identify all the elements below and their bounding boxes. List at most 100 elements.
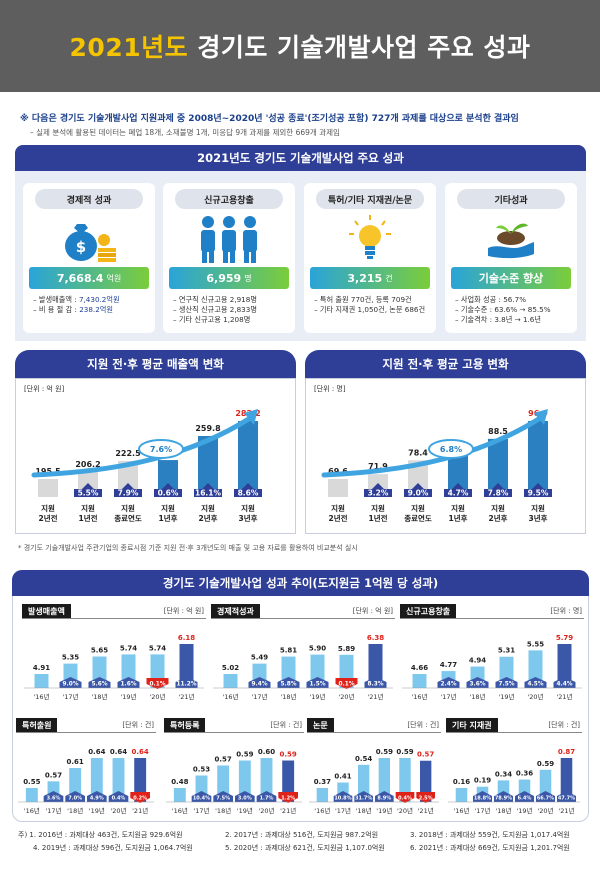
growth-label: 2.5% <box>419 796 433 802</box>
card-ip: 특허/기타 지재권/논문 3,215 건 – 특허 출원 770건, 등록 709… <box>304 183 436 333</box>
patent-reg-chart: 특허등록 [단위 : 건] 0.48 '16년 0.53 '17년 10.4% 0.57 '18… <box>164 718 304 818</box>
title-rule <box>211 618 395 619</box>
category-label: '21년 <box>558 806 574 815</box>
category-label: '20년 <box>110 806 126 815</box>
footer-line-5: 5. 2020년 : 과제대상 621건, 도지원금 1,107.0억원 <box>225 844 385 852</box>
value-number: 3,215 <box>347 271 383 285</box>
value-label: 71.9 <box>368 462 388 471</box>
growth-arrow-up <box>191 791 212 802</box>
growth-arrow-up <box>553 677 576 688</box>
bar <box>539 769 552 802</box>
value-label: 0.87 <box>558 748 575 756</box>
value-label: 0.59 <box>537 760 554 768</box>
bar <box>69 768 82 802</box>
bar <box>25 788 38 802</box>
growth-arrow-down <box>278 792 298 803</box>
chart-title: 특허출원 <box>16 718 58 733</box>
detail-text: – 기타 지재권 1,050건, 논문 686건 <box>314 305 426 314</box>
trend-curve <box>31 414 255 478</box>
chart-unit: [단위 : 명] <box>550 607 582 615</box>
bar <box>223 674 238 688</box>
growth-label: 7.8% <box>488 489 509 498</box>
value-label: 206.2 <box>75 460 100 469</box>
value-label: 0.55 <box>23 778 40 786</box>
category-label: '16년 <box>453 806 469 815</box>
bar <box>179 644 194 688</box>
growth-arrow-up <box>235 791 255 802</box>
growth-arrow-down <box>416 792 435 803</box>
bar <box>560 758 573 802</box>
value-label: 0.19 <box>474 777 491 785</box>
card-value: 6,959 명 <box>169 267 289 289</box>
detail-text: – 기술격차 : 3.8년 → 1.6년 <box>455 315 541 324</box>
growth-arrow-up <box>473 791 492 802</box>
bar <box>195 775 208 802</box>
value-label: 4.94 <box>469 657 486 665</box>
growth-arrow-up <box>65 791 85 802</box>
growth-arrow-up <box>364 677 387 688</box>
category-label: '17년 <box>251 692 267 701</box>
growth-arrow-up <box>495 677 518 688</box>
value-label: 0.60 <box>258 748 275 756</box>
category-label: 지원 <box>161 503 175 513</box>
value-number: 기술수준 향상 <box>478 272 544 285</box>
category-label: '20년 <box>338 692 354 701</box>
bar <box>198 435 218 497</box>
title-rule <box>22 618 206 619</box>
bar <box>328 479 348 497</box>
detail-value: 7,430.2억원 <box>78 295 120 304</box>
category-label: '20년 <box>258 806 274 815</box>
value-label: 0.64 <box>110 748 127 756</box>
growth-label: 0.1% <box>338 682 354 688</box>
money-bag-icon: $ <box>23 213 155 265</box>
growth-arrow-up <box>494 791 513 802</box>
category-label: '16년 <box>314 806 330 815</box>
value-label: 195.5 <box>35 467 61 476</box>
growth-arrow <box>114 483 142 497</box>
growth-arrow <box>364 483 392 497</box>
category-label: '19년 <box>309 692 325 701</box>
growth-arrow-up <box>354 791 373 802</box>
value-label: 0.54 <box>355 755 372 763</box>
chart-title: 경제적성과 <box>211 604 260 619</box>
detail-text: – 기술수준 : 63.6% → 85.5% <box>455 305 551 314</box>
chart-unit: [단위 : 억 원] <box>163 607 204 615</box>
value-number: 7,668.4 <box>56 271 104 285</box>
value-label: 0.59 <box>376 748 393 756</box>
bar <box>90 758 103 802</box>
category-label: '20년 <box>149 692 165 701</box>
growth-label: 11.2% <box>176 682 196 688</box>
value-label: 0.64 <box>88 748 105 756</box>
growth-label: 5.5% <box>78 489 99 498</box>
value-label: 0.59 <box>236 751 253 759</box>
bar <box>399 758 411 802</box>
value-label: 88.5 <box>488 427 508 436</box>
bar <box>528 421 548 497</box>
card-details: – 특허 출원 770건, 등록 709건 – 기타 지재권 1,050건, 논… <box>314 295 430 315</box>
employment-chart: 69.6지원2년전71.9지원1년전78.4지원종료연도82.1지원1년후88.… <box>321 409 552 523</box>
category-label: 2년후 <box>488 513 507 523</box>
bar <box>419 760 432 802</box>
sales-panel-title: 지원 전·후 평균 매출액 변화 <box>15 350 296 378</box>
value-unit: 억원 <box>106 273 122 283</box>
category-label: '16년 <box>172 806 188 815</box>
value-label: 5.65 <box>91 647 108 655</box>
growth-label: 18.8% <box>474 796 491 802</box>
chart-title: 논문 <box>307 718 334 733</box>
growth-arrow-up <box>175 677 198 688</box>
title-rule <box>164 732 304 733</box>
category-label: 종료연도 <box>404 513 432 523</box>
category-label: '21년 <box>178 692 194 701</box>
growth-arrow-up <box>248 677 271 688</box>
value-unit: 명 <box>244 273 252 283</box>
title-year: 2021년도 <box>69 33 189 62</box>
detail-text: – 기타 신규고용 <box>173 315 224 324</box>
value-label: 0.59 <box>396 748 413 756</box>
bars: 0.48 '16년 0.53 '17년 10.4% 0.57 '18년 7.5% 0.59 '19… <box>166 748 302 815</box>
chart-unit: [단위 : 건] <box>270 721 302 729</box>
growth-label: 7.5% <box>216 796 230 802</box>
bar <box>357 764 370 802</box>
growth-label: 8.3% <box>367 682 383 688</box>
growth-arrow <box>234 483 262 497</box>
growth-label: 9.0% <box>62 682 78 688</box>
